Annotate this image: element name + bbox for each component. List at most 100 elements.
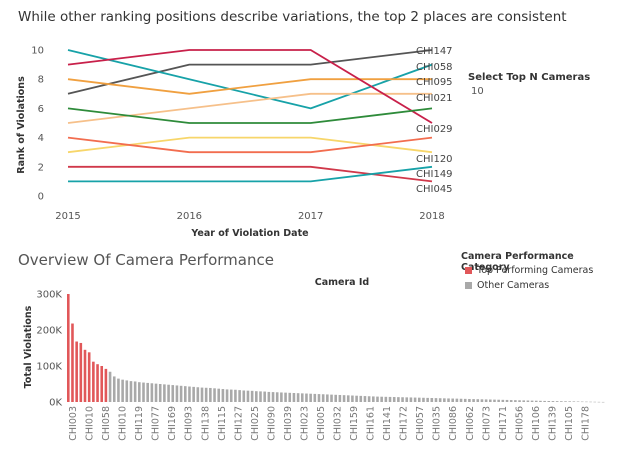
- bar-other[interactable]: [213, 388, 216, 402]
- bar-other[interactable]: [372, 396, 375, 402]
- bar-other[interactable]: [601, 401, 605, 403]
- bar-other[interactable]: [200, 387, 204, 402]
- bar-other[interactable]: [313, 393, 317, 402]
- bar-other[interactable]: [564, 401, 567, 402]
- bar-other[interactable]: [317, 394, 321, 402]
- bar-other[interactable]: [133, 381, 137, 402]
- line-series-chi095[interactable]: [67, 78, 432, 95]
- bar-other[interactable]: [392, 397, 396, 402]
- bar-other[interactable]: [380, 396, 383, 402]
- bar-other[interactable]: [388, 396, 392, 402]
- bar-other[interactable]: [493, 399, 496, 402]
- bar-other[interactable]: [146, 382, 149, 402]
- bar-other[interactable]: [309, 393, 312, 402]
- bar-other[interactable]: [484, 399, 488, 402]
- bar-other[interactable]: [593, 401, 597, 403]
- bar-other[interactable]: [284, 392, 287, 402]
- bar-other[interactable]: [267, 391, 271, 402]
- bar-other[interactable]: [459, 398, 463, 402]
- legend-item-top-performing[interactable]: Top Performing Cameras: [465, 265, 593, 276]
- bar-other[interactable]: [501, 399, 505, 402]
- bar-other[interactable]: [238, 390, 241, 402]
- bar-other[interactable]: [334, 394, 337, 402]
- bar-other[interactable]: [175, 385, 179, 402]
- line-series-chi045[interactable]: [67, 107, 433, 124]
- bar-top-performing[interactable]: [79, 342, 83, 402]
- bar-other[interactable]: [108, 371, 112, 402]
- bar-other[interactable]: [117, 378, 120, 402]
- bar-other[interactable]: [422, 397, 425, 402]
- bar-other[interactable]: [468, 398, 471, 402]
- bar-other[interactable]: [305, 393, 308, 402]
- bar-other[interactable]: [489, 399, 492, 402]
- bar-other[interactable]: [426, 397, 429, 402]
- line-series-chi021[interactable]: [67, 92, 432, 124]
- line-series-chi149[interactable]: [67, 136, 433, 154]
- bar-other[interactable]: [150, 383, 154, 402]
- bar-other[interactable]: [121, 379, 124, 402]
- bar-other[interactable]: [514, 400, 517, 402]
- bar-other[interactable]: [209, 387, 212, 402]
- bar-other[interactable]: [551, 401, 555, 402]
- bar-other[interactable]: [221, 389, 225, 402]
- bar-other[interactable]: [250, 390, 254, 402]
- bar-top-performing[interactable]: [83, 349, 87, 402]
- bar-other[interactable]: [346, 395, 350, 402]
- bar-other[interactable]: [572, 401, 576, 402]
- bar-other[interactable]: [405, 397, 409, 402]
- bar-other[interactable]: [367, 396, 371, 402]
- bar-other[interactable]: [463, 398, 467, 402]
- bar-other[interactable]: [376, 396, 379, 402]
- bar-other[interactable]: [522, 400, 526, 402]
- bar-other[interactable]: [363, 396, 367, 402]
- bar-other[interactable]: [480, 399, 484, 402]
- bar-other[interactable]: [138, 382, 141, 402]
- bar-other[interactable]: [342, 395, 346, 402]
- bar-other[interactable]: [580, 401, 584, 403]
- bar-other[interactable]: [397, 397, 400, 402]
- bar-other[interactable]: [409, 397, 413, 402]
- bar-top-performing[interactable]: [75, 341, 78, 402]
- bar-top-performing[interactable]: [71, 323, 74, 402]
- bar-other[interactable]: [589, 401, 592, 403]
- bar-other[interactable]: [271, 392, 275, 402]
- bar-other[interactable]: [280, 392, 283, 402]
- bar-other[interactable]: [543, 400, 546, 402]
- bar-other[interactable]: [321, 394, 325, 402]
- bar-other[interactable]: [259, 391, 262, 402]
- bar-other[interactable]: [112, 376, 116, 402]
- bar-other[interactable]: [288, 392, 292, 402]
- bar-other[interactable]: [430, 398, 434, 402]
- bar-other[interactable]: [447, 398, 450, 402]
- bar-other[interactable]: [275, 392, 279, 402]
- bar-other[interactable]: [188, 386, 191, 402]
- bar-other[interactable]: [171, 385, 175, 402]
- bar-other[interactable]: [142, 382, 145, 402]
- bar-other[interactable]: [263, 391, 266, 402]
- bar-other[interactable]: [163, 384, 166, 402]
- bar-other[interactable]: [576, 401, 580, 403]
- bar-other[interactable]: [326, 394, 329, 402]
- line-series-unlabeled[interactable]: [68, 165, 433, 183]
- bar-other[interactable]: [225, 389, 229, 402]
- bar-other[interactable]: [539, 400, 542, 402]
- bar-other[interactable]: [242, 390, 246, 402]
- bar-other[interactable]: [229, 389, 233, 402]
- bar-other[interactable]: [434, 398, 438, 402]
- bar-other[interactable]: [555, 401, 559, 402]
- bar-top-performing[interactable]: [87, 352, 91, 402]
- bar-other[interactable]: [472, 399, 475, 402]
- bar-other[interactable]: [451, 398, 454, 402]
- bar-other[interactable]: [154, 383, 158, 402]
- bar-other[interactable]: [443, 398, 446, 402]
- bar-other[interactable]: [526, 400, 530, 402]
- bar-other[interactable]: [568, 401, 571, 402]
- bar-other[interactable]: [476, 399, 480, 402]
- bar-other[interactable]: [255, 391, 258, 402]
- bar-other[interactable]: [384, 396, 388, 402]
- bar-other[interactable]: [192, 386, 195, 402]
- bar-other[interactable]: [534, 400, 538, 402]
- bar-chart-bars[interactable]: [67, 294, 605, 403]
- bar-other[interactable]: [413, 397, 417, 402]
- bar-other[interactable]: [129, 381, 133, 402]
